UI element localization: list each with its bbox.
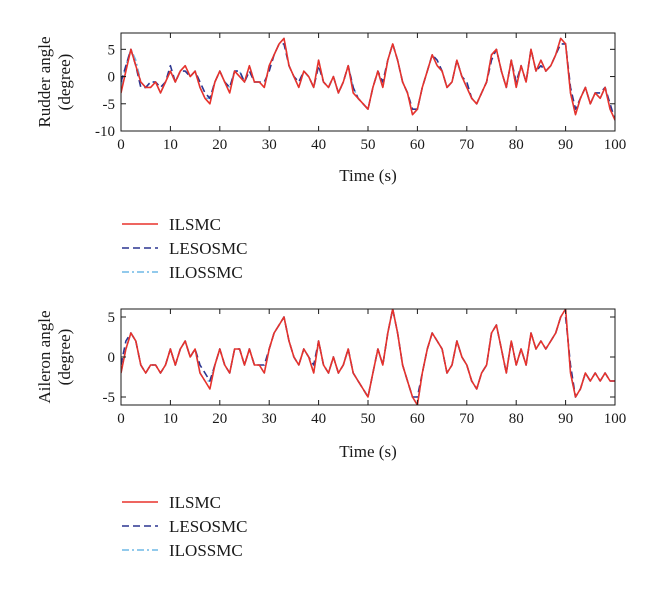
x-tick-label: 80 [509, 411, 524, 427]
y-tick-label: 5 [108, 42, 116, 58]
x-tick-label: 80 [509, 137, 524, 153]
legend-label-ilossmc: ILOSSMC [169, 263, 243, 282]
y-axis-label: Rudder angle(degree) [35, 36, 74, 127]
y-axis-label: Aileron angle(degree) [35, 311, 74, 404]
x-tick-label: 20 [212, 137, 227, 153]
x-tick-label: 100 [604, 137, 627, 153]
x-axis-label: Time (s) [339, 442, 396, 461]
x-tick-label: 90 [558, 411, 573, 427]
x-tick-label: 10 [163, 137, 178, 153]
plot-frame [120, 32, 616, 132]
legend-label-lesosmc: LESOSMC [169, 239, 247, 258]
x-tick-label: 60 [410, 411, 425, 427]
y-axis-label-line: (degree) [55, 54, 74, 111]
legend: ILSMC LESOSMC ILOSSMC [122, 493, 247, 560]
chart-1: 0 10 20 30 40 50 60 70 80 90 100 -10 -5 0 5 Time (s) Rud… [35, 32, 627, 282]
x-tick-label: 70 [459, 411, 474, 427]
x-tick-label: 0 [117, 411, 125, 427]
x-tick-label: 50 [361, 411, 376, 427]
x-tick-label: 40 [311, 411, 326, 427]
x-tick-label: 60 [410, 137, 425, 153]
series-line-ilossmc [121, 309, 615, 405]
series-line-ilsmc [121, 37, 615, 121]
x-tick-label: 0 [117, 137, 125, 153]
x-tick-label: 30 [262, 411, 277, 427]
y-tick-label: 0 [108, 70, 116, 86]
y-tick-label: 0 [108, 350, 116, 366]
legend-label-ilsmc: ILSMC [169, 215, 221, 234]
plot-frame [120, 308, 616, 406]
y-tick-label: 5 [108, 310, 116, 326]
y-axis-label-line: Aileron angle [35, 311, 54, 404]
y-tick-label: -5 [103, 97, 116, 113]
series-line-lesosmc [121, 309, 615, 398]
legend-label-ilossmc: ILOSSMC [169, 541, 243, 560]
x-tick-label: 30 [262, 137, 277, 153]
legend-label-lesosmc: LESOSMC [169, 517, 247, 536]
legend: ILSMC LESOSMC ILOSSMC [122, 215, 247, 282]
y-tick-label: -10 [95, 124, 115, 140]
series-line-ilsmc [121, 309, 615, 405]
x-tick-label: 40 [311, 137, 326, 153]
x-axis-label: Time (s) [339, 166, 396, 185]
x-tick-label: 70 [459, 137, 474, 153]
legend-label-ilsmc: ILSMC [169, 493, 221, 512]
x-tick-label: 100 [604, 411, 627, 427]
x-tick-label: 10 [163, 411, 178, 427]
x-tick-label: 90 [558, 137, 573, 153]
y-axis-label-line: (degree) [55, 329, 74, 386]
y-tick-label: -5 [103, 390, 116, 406]
x-tick-label: 50 [361, 137, 376, 153]
x-tick-label: 20 [212, 411, 227, 427]
y-axis-label-line: Rudder angle [35, 36, 54, 127]
